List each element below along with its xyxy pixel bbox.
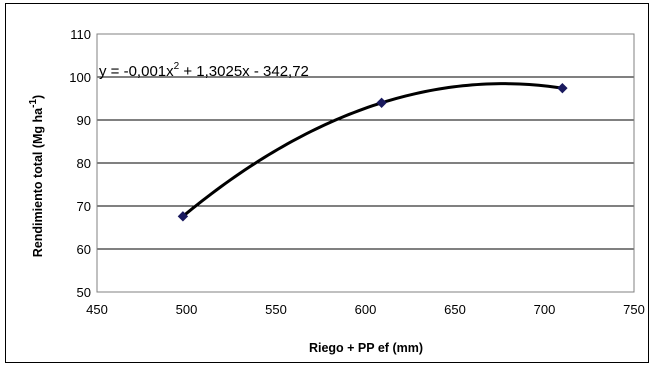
- y-tick-label-80: 80: [77, 156, 91, 171]
- x-tick-label-750: 750: [623, 302, 645, 317]
- chart-svg: 450 500 550 600 650 700 750 50 60 70 80 90 100 110 y…: [28, 27, 645, 355]
- trendline-equation: y = -0,001x2 + 1,3025x - 342,72: [99, 61, 309, 80]
- data-point-3: [557, 82, 568, 94]
- y-tick-label-90: 90: [77, 113, 91, 128]
- y-axis-title: Rendimiento total (Mg ha-1): [28, 95, 45, 257]
- chart-frame: 450 500 550 600 650 700 750 50 60 70 80 90 100 110 y…: [5, 3, 649, 363]
- data-point-1: [177, 211, 189, 222]
- y-tick-label-100: 100: [69, 70, 91, 85]
- x-tick-label-500: 500: [176, 302, 198, 317]
- x-tick-labels: 450 500 550 600 650 700 750: [86, 302, 645, 317]
- x-tick-label-450: 450: [86, 302, 108, 317]
- plot-area: [96, 33, 635, 293]
- data-markers: [177, 82, 568, 222]
- y-tick-label-110: 110: [70, 27, 91, 42]
- y-tick-labels: 50 60 70 80 90 100 110: [69, 27, 91, 300]
- x-tick-label-550: 550: [265, 302, 287, 317]
- x-axis-title: Riego + PP ef (mm): [309, 341, 423, 355]
- data-point-2: [376, 97, 387, 109]
- plot-grid: [97, 76, 634, 250]
- trendline-curve: [181, 82, 563, 218]
- y-tick-label-50: 50: [77, 285, 91, 300]
- y-tick-label-70: 70: [77, 199, 91, 214]
- x-tick-label-600: 600: [355, 302, 377, 317]
- x-tick-label-700: 700: [534, 302, 556, 317]
- y-tick-label-60: 60: [77, 242, 91, 257]
- x-tick-label-650: 650: [444, 302, 466, 317]
